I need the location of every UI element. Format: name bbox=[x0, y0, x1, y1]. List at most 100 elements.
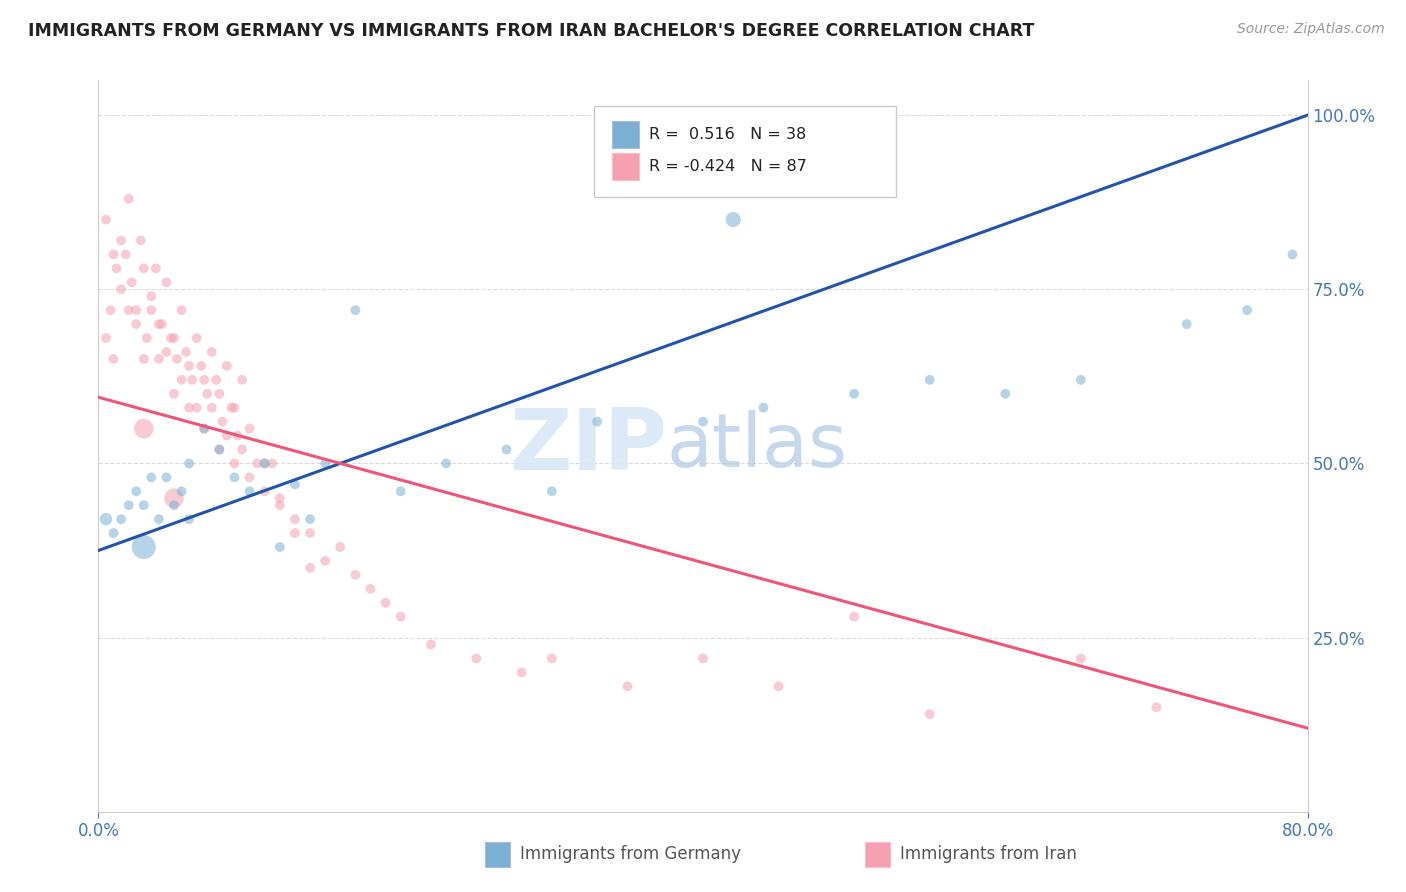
Point bbox=[692, 651, 714, 665]
Text: R = -0.424   N = 87: R = -0.424 N = 87 bbox=[648, 159, 807, 174]
Point bbox=[239, 421, 262, 435]
Text: ZIP: ZIP bbox=[509, 404, 666, 488]
Point bbox=[125, 303, 148, 318]
Point bbox=[148, 351, 170, 366]
Point bbox=[132, 498, 155, 512]
Point bbox=[170, 373, 193, 387]
Point bbox=[215, 428, 238, 442]
Point bbox=[752, 401, 775, 415]
Bar bbox=[485, 842, 510, 867]
Point bbox=[141, 303, 163, 318]
Point bbox=[179, 401, 201, 415]
Point bbox=[299, 561, 322, 575]
Text: Source: ZipAtlas.com: Source: ZipAtlas.com bbox=[1237, 22, 1385, 37]
FancyBboxPatch shape bbox=[595, 106, 897, 197]
Point bbox=[918, 707, 941, 722]
Point bbox=[221, 401, 243, 415]
Point bbox=[145, 261, 167, 276]
Point bbox=[163, 498, 186, 512]
Point bbox=[208, 386, 231, 401]
Point bbox=[844, 609, 866, 624]
Point bbox=[253, 484, 276, 499]
Point bbox=[166, 351, 188, 366]
Point bbox=[179, 457, 201, 471]
Point bbox=[389, 609, 412, 624]
Text: Immigrants from Germany: Immigrants from Germany bbox=[520, 846, 741, 863]
Point bbox=[284, 526, 307, 541]
Point bbox=[1236, 303, 1258, 318]
Point bbox=[163, 491, 186, 506]
Point bbox=[155, 345, 177, 359]
Point bbox=[1070, 373, 1092, 387]
Point bbox=[94, 331, 117, 345]
Point bbox=[150, 317, 173, 331]
Point bbox=[299, 526, 322, 541]
Point bbox=[125, 484, 148, 499]
Bar bbox=[613, 153, 638, 180]
Point bbox=[132, 261, 155, 276]
Point bbox=[1144, 700, 1167, 714]
Point bbox=[193, 421, 215, 435]
Point bbox=[246, 457, 269, 471]
Point bbox=[299, 512, 322, 526]
Point bbox=[100, 303, 122, 318]
Point bbox=[170, 484, 193, 499]
Bar bbox=[613, 120, 638, 148]
Point bbox=[540, 484, 562, 499]
Point bbox=[239, 470, 262, 484]
Point bbox=[314, 554, 336, 568]
Point bbox=[284, 477, 307, 491]
Point bbox=[344, 303, 367, 318]
Point bbox=[174, 345, 197, 359]
Point bbox=[105, 261, 128, 276]
Point bbox=[148, 512, 170, 526]
Point bbox=[262, 457, 284, 471]
Point bbox=[284, 512, 307, 526]
Point bbox=[1175, 317, 1198, 331]
Point bbox=[121, 275, 143, 289]
Point bbox=[215, 359, 238, 373]
Point bbox=[224, 457, 246, 471]
Point bbox=[141, 289, 163, 303]
Point bbox=[253, 457, 276, 471]
Point bbox=[723, 212, 745, 227]
Point bbox=[179, 359, 201, 373]
Point bbox=[132, 540, 155, 554]
Point bbox=[195, 386, 218, 401]
Bar bbox=[865, 842, 890, 867]
Text: Immigrants from Iran: Immigrants from Iran bbox=[900, 846, 1077, 863]
Point bbox=[118, 498, 141, 512]
Point bbox=[118, 303, 141, 318]
Point bbox=[103, 526, 125, 541]
Point bbox=[360, 582, 382, 596]
Point bbox=[193, 421, 215, 435]
Point bbox=[163, 331, 186, 345]
Point bbox=[231, 373, 253, 387]
Point bbox=[208, 442, 231, 457]
Point bbox=[540, 651, 562, 665]
Point bbox=[344, 567, 367, 582]
Point bbox=[110, 282, 132, 296]
Point bbox=[692, 415, 714, 429]
Point bbox=[170, 303, 193, 318]
Point bbox=[1070, 651, 1092, 665]
Point bbox=[239, 484, 262, 499]
Point bbox=[163, 386, 186, 401]
Point bbox=[129, 234, 152, 248]
Point bbox=[269, 498, 291, 512]
Point bbox=[141, 470, 163, 484]
Text: atlas: atlas bbox=[666, 409, 848, 483]
Point bbox=[1281, 247, 1303, 261]
Point bbox=[190, 359, 212, 373]
Point bbox=[155, 470, 177, 484]
Point bbox=[208, 442, 231, 457]
Point bbox=[193, 373, 215, 387]
Point bbox=[224, 401, 246, 415]
Point bbox=[205, 373, 228, 387]
Point bbox=[155, 275, 177, 289]
Point bbox=[132, 351, 155, 366]
Point bbox=[269, 540, 291, 554]
Point bbox=[186, 331, 208, 345]
Text: R =  0.516   N = 38: R = 0.516 N = 38 bbox=[648, 127, 806, 142]
Point bbox=[374, 596, 396, 610]
